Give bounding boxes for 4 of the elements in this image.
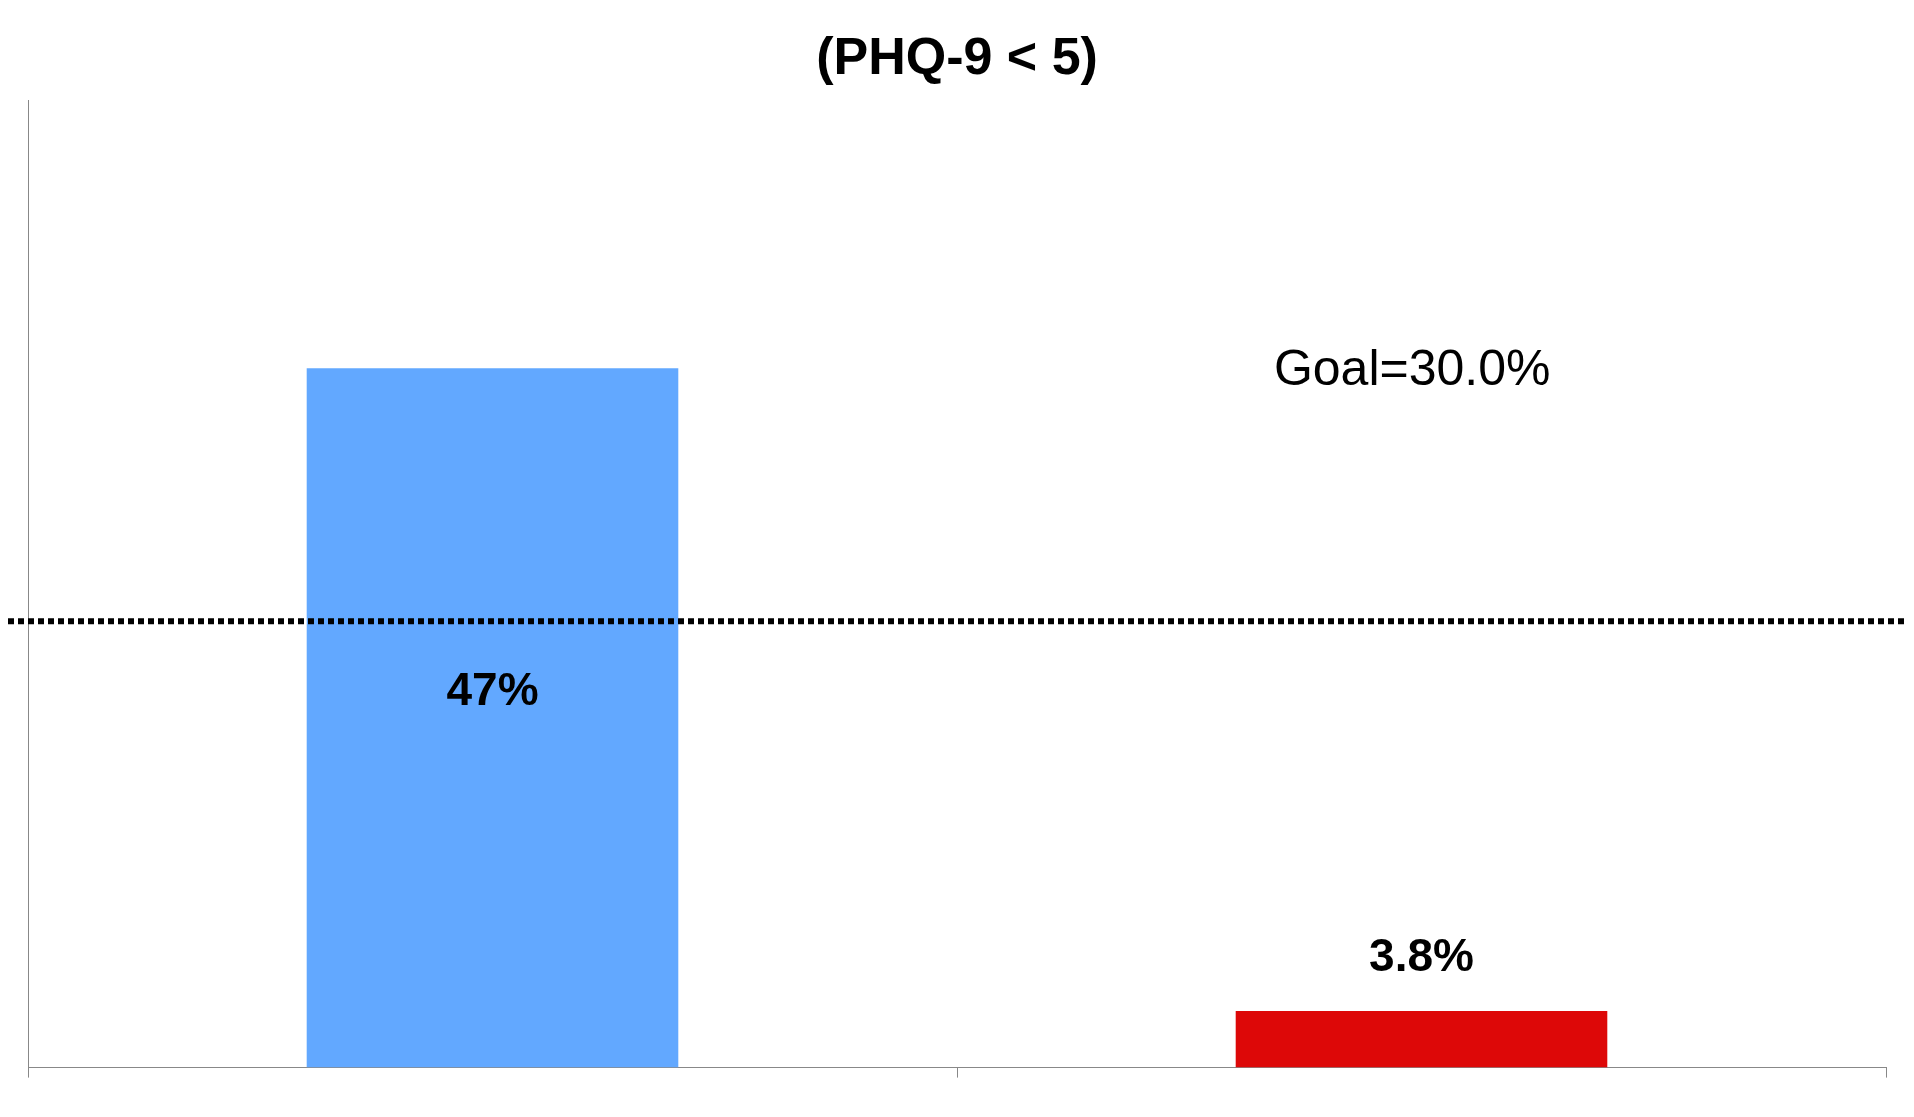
data-label: 47% (446, 662, 539, 715)
ref-line-label: Goal=30.0% (1273, 339, 1551, 396)
data-label: 3.8% (1369, 928, 1474, 981)
chart-title: (PHQ-9 < 5) (816, 26, 1098, 85)
